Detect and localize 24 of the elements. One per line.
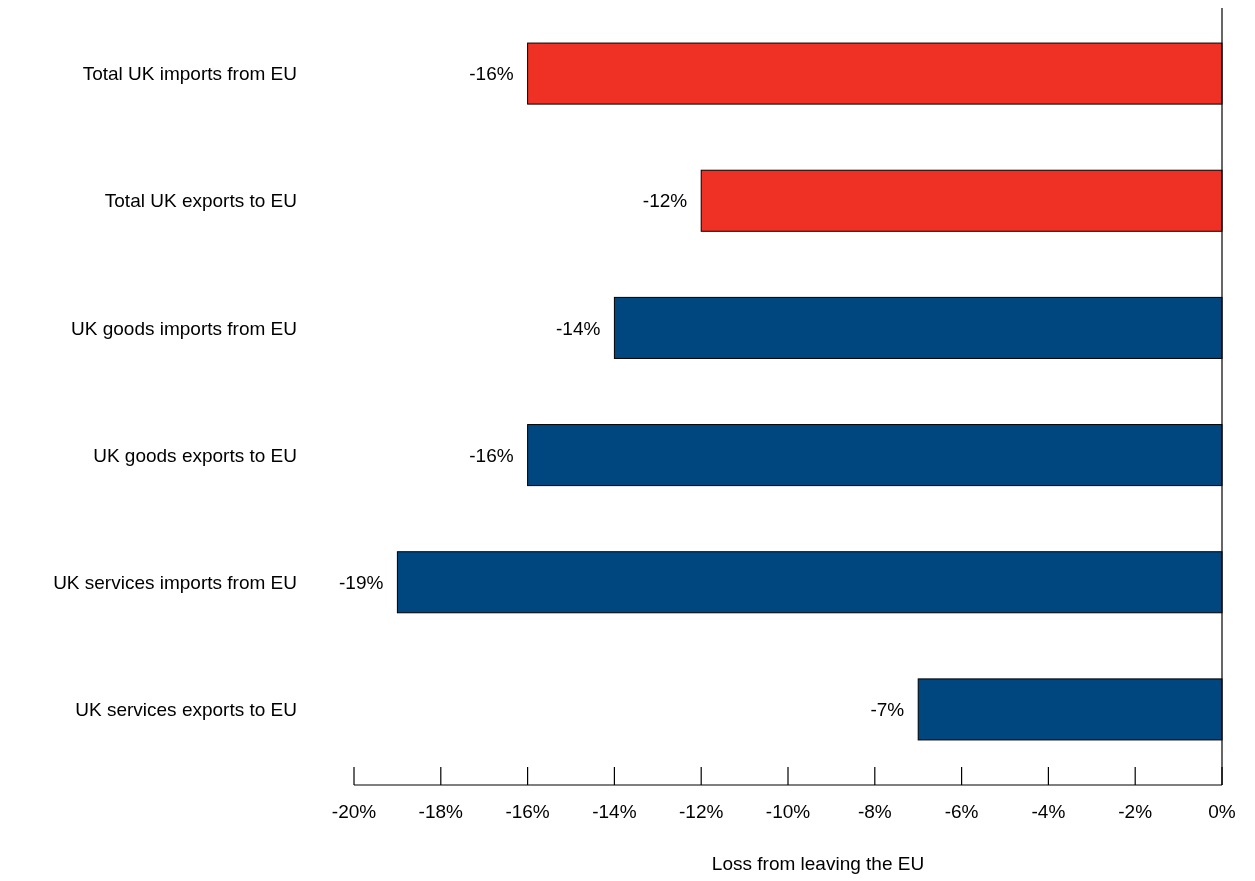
y-tick-label: UK services exports to EU	[75, 699, 297, 721]
x-tick-label: -12%	[679, 801, 724, 823]
data-label: -14%	[556, 317, 601, 339]
x-tick-label: -2%	[1118, 801, 1153, 823]
y-tick-label: UK goods imports from EU	[71, 317, 297, 339]
y-tick-label: UK goods exports to EU	[93, 444, 297, 466]
data-label: -16%	[469, 444, 514, 466]
x-tick-label: -4%	[1031, 801, 1066, 823]
y-tick-label: UK services imports from EU	[53, 571, 297, 593]
x-tick-label: 0%	[1208, 801, 1236, 823]
x-tick-label: -8%	[857, 801, 892, 823]
x-tick-label: -14%	[592, 801, 637, 823]
data-label: -12%	[642, 190, 688, 212]
x-tick-label: -20%	[331, 801, 377, 823]
y-tick-label: Total UK exports to EU	[104, 190, 297, 212]
y-tick-label: Total UK imports from EU	[82, 63, 297, 85]
x-tick-label: -18%	[418, 801, 464, 823]
data-label: -19%	[339, 571, 384, 593]
data-label: -7%	[870, 699, 905, 721]
x-tick-label: -16%	[505, 801, 550, 823]
x-tick-label: -6%	[944, 801, 979, 823]
x-axis-title: Loss from leaving the EU	[711, 853, 925, 874]
data-label: -16%	[469, 63, 514, 85]
x-tick-label: -10%	[765, 801, 811, 823]
